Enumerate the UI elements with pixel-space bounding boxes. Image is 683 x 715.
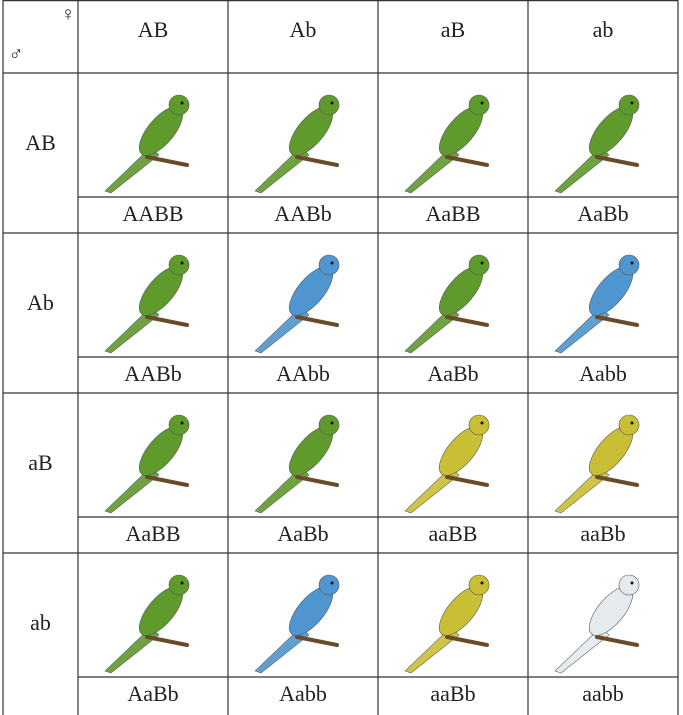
perch	[145, 475, 189, 487]
perch	[145, 315, 189, 327]
parrot-eye	[330, 421, 334, 425]
parrot-head	[318, 574, 340, 596]
parrot-head	[468, 94, 490, 116]
parrot	[254, 254, 340, 354]
perch	[295, 635, 339, 647]
parrot	[554, 94, 640, 194]
perch	[145, 635, 189, 647]
parrot-eye	[330, 261, 334, 265]
perch	[595, 155, 639, 167]
genotype: aabb	[582, 681, 624, 706]
parrot-eye	[630, 101, 634, 105]
perch	[295, 155, 339, 167]
parrot	[554, 254, 640, 354]
male-symbol: ♂	[9, 44, 24, 66]
parrot-eye	[180, 101, 184, 105]
genotype: AaBB	[126, 521, 181, 546]
perch	[445, 155, 489, 167]
genotype: aaBb	[430, 681, 475, 706]
parrot-head	[618, 574, 640, 596]
parrot-head	[318, 254, 340, 276]
perch	[595, 315, 639, 327]
parrot	[404, 94, 490, 194]
parrot	[254, 94, 340, 194]
parrot-head	[168, 94, 190, 116]
parrot	[404, 414, 490, 514]
parrot-eye	[630, 421, 634, 425]
perch	[595, 475, 639, 487]
genotype: AABB	[122, 201, 183, 226]
parrot-eye	[330, 101, 334, 105]
parrot	[554, 574, 640, 674]
parrot-head	[168, 574, 190, 596]
genotype: AaBb	[127, 681, 178, 706]
parrot-eye	[180, 261, 184, 265]
parrot-eye	[630, 581, 634, 585]
parrot-eye	[480, 261, 484, 265]
perch	[445, 635, 489, 647]
parrot-head	[468, 254, 490, 276]
parrot-head	[618, 94, 640, 116]
genotype: Aabb	[579, 361, 627, 386]
parrot-eye	[180, 421, 184, 425]
row-header: ab	[30, 610, 51, 635]
parrot	[104, 254, 190, 354]
parrot-head	[468, 414, 490, 436]
parrot-head	[168, 254, 190, 276]
column-header: Ab	[290, 17, 317, 42]
parrot-eye	[630, 261, 634, 265]
genotype: AABb	[124, 361, 181, 386]
parrot-head	[318, 94, 340, 116]
column-header: AB	[138, 17, 169, 42]
parrot-eye	[180, 581, 184, 585]
parrot-head	[618, 414, 640, 436]
parrot-eye	[480, 101, 484, 105]
parrot	[104, 574, 190, 674]
parrot-head	[318, 414, 340, 436]
parrot-eye	[330, 581, 334, 585]
genotype: AABb	[274, 201, 331, 226]
parrot-head	[468, 574, 490, 596]
genotype: aaBb	[580, 521, 625, 546]
parrot	[554, 414, 640, 514]
genotype: AAbb	[276, 361, 330, 386]
genotype: Aabb	[279, 681, 327, 706]
parrot	[104, 94, 190, 194]
perch	[445, 315, 489, 327]
parrot	[104, 414, 190, 514]
column-header: ab	[593, 17, 614, 42]
row-header: AB	[25, 130, 56, 155]
perch	[445, 475, 489, 487]
row-header: aB	[28, 450, 52, 475]
genotype: AaBb	[427, 361, 478, 386]
perch	[295, 315, 339, 327]
parrot	[254, 574, 340, 674]
perch	[595, 635, 639, 647]
genotype: AaBb	[577, 201, 628, 226]
parrot	[404, 254, 490, 354]
column-header: aB	[441, 17, 465, 42]
row-header: Ab	[27, 290, 54, 315]
female-symbol: ♀	[61, 4, 76, 26]
parrot-eye	[480, 581, 484, 585]
genotype: aaBB	[429, 521, 478, 546]
perch	[295, 475, 339, 487]
genotype: AaBb	[277, 521, 328, 546]
parrot-head	[618, 254, 640, 276]
genotype: AaBB	[426, 201, 481, 226]
parrot	[254, 414, 340, 514]
perch	[145, 155, 189, 167]
parrot-head	[168, 414, 190, 436]
parrot	[404, 574, 490, 674]
parrot-eye	[480, 421, 484, 425]
